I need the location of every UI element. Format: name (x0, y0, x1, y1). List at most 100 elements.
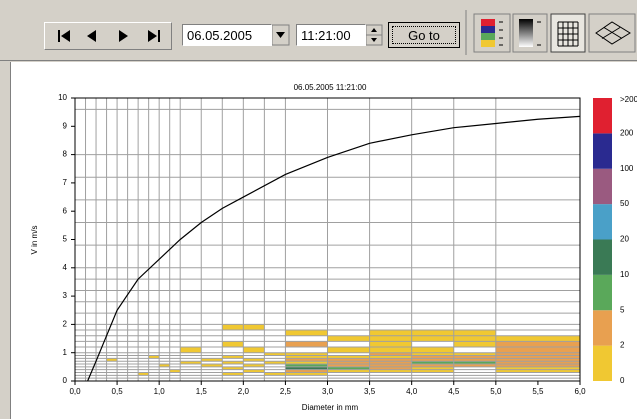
y-tick-label: 1 (63, 348, 68, 357)
x-tick-label: 5,5 (532, 387, 544, 396)
go-to-button[interactable]: Go to (388, 22, 460, 48)
y-tick-label: 8 (63, 150, 68, 159)
heatmap-cell (369, 341, 412, 348)
heatmap-cell (411, 369, 454, 373)
heatmap-cell (495, 335, 580, 342)
heatmap-cell (495, 361, 580, 365)
heatmap-cell (453, 335, 496, 342)
y-tick-label: 4 (63, 263, 68, 272)
grid-button[interactable] (550, 13, 586, 53)
heatmap-cell (495, 352, 580, 356)
legend-label: 200 (620, 128, 634, 137)
x-tick-label: 2,0 (238, 387, 250, 396)
heatmap-cell (495, 369, 580, 373)
heatmap-cell (243, 324, 265, 331)
first-button[interactable] (50, 25, 76, 47)
heatmap-cell (222, 361, 244, 365)
heatmap-cell (495, 341, 580, 348)
y-tick-label: 2 (63, 320, 68, 329)
heatmap-cell (285, 366, 328, 370)
x-tick-label: 4,5 (448, 387, 460, 396)
time-field[interactable]: 11:21:00 (296, 24, 366, 46)
heatmap-cell (327, 366, 370, 370)
heatmap-cell (369, 330, 412, 336)
heatmap-cell (243, 369, 265, 373)
x-tick-label: 1,0 (154, 387, 166, 396)
heatmap-cell (453, 361, 496, 365)
gray-scale-button[interactable] (512, 13, 548, 53)
heatmap-cell (243, 364, 265, 367)
heatmap-cell (411, 347, 454, 353)
heatmap-cell (285, 369, 328, 373)
heatmap-cell (369, 358, 412, 362)
heatmap-cell (148, 355, 160, 359)
color-scale-button[interactable] (473, 13, 511, 53)
x-tick-label: 1,5 (196, 387, 208, 396)
x-axis-label: Diameter in mm (302, 403, 359, 412)
y-tick-label: 6 (63, 206, 68, 215)
heatmap-cell (369, 369, 412, 373)
heatmap-cell (495, 355, 580, 359)
heatmap-cell (453, 352, 496, 356)
legend-label: 50 (620, 199, 629, 208)
heatmap-cell (495, 366, 580, 370)
heatmap-cell (201, 364, 223, 367)
heatmap-cell (369, 352, 412, 356)
heatmap-cell (411, 355, 454, 359)
date-dropdown[interactable] (271, 24, 290, 46)
heatmap-cell (222, 324, 244, 331)
heatmap-cell (222, 372, 244, 376)
heatmap-cell (453, 330, 496, 336)
last-button[interactable] (140, 25, 166, 47)
heatmap-cell (411, 335, 454, 342)
heatmap-cell (411, 352, 454, 356)
heatmap-cell (369, 361, 412, 365)
heatmap-cell (285, 355, 328, 359)
heatmap-cell (243, 347, 265, 353)
legend-band (593, 204, 612, 240)
heatmap-cell (327, 369, 370, 373)
heatmap-cell (369, 335, 412, 342)
prev-button[interactable] (80, 25, 106, 47)
time-spinner[interactable] (365, 24, 383, 46)
next-button[interactable] (110, 25, 136, 47)
heatmap-cell (222, 355, 244, 359)
heatmap-cell (285, 372, 328, 376)
y-tick-label: 3 (63, 291, 68, 300)
legend-band (593, 98, 612, 134)
heatmap-cell (369, 355, 412, 359)
heatmap-cell (106, 358, 118, 362)
heatmap-cell (327, 347, 370, 353)
legend-label: 20 (620, 235, 629, 244)
x-tick-label: 3,5 (364, 387, 376, 396)
x-tick-label: 0,5 (112, 387, 124, 396)
heatmap-cell (453, 358, 496, 362)
legend-label: 2 (620, 341, 625, 350)
y-tick-label: 10 (58, 93, 67, 102)
heatmap-cell (453, 341, 496, 348)
date-field[interactable]: 06.05.2005 (182, 24, 272, 46)
heatmap-cell (222, 366, 244, 370)
y-tick-label: 0 (63, 376, 68, 385)
x-tick-label: 2,5 (280, 387, 292, 396)
heatmap-cell (327, 335, 370, 342)
y-tick-label: 9 (63, 121, 68, 130)
heatmap-cell (264, 361, 286, 365)
heatmap-cell (285, 361, 328, 365)
y-tick-label: 5 (63, 235, 68, 244)
toolbar: 06.05.2005 11:21:00 Go to (0, 0, 637, 61)
heatmap-cell (264, 352, 286, 356)
heatmap-cell (138, 372, 149, 376)
legend-band (593, 239, 612, 275)
legend-band (593, 133, 612, 169)
heatmap-cell (285, 352, 328, 356)
heatmap-cell (411, 330, 454, 336)
heatmap-cell (453, 355, 496, 359)
legend-label: 0 (620, 376, 625, 385)
heatmap-cell (285, 358, 328, 362)
3d-view-button[interactable] (588, 13, 636, 53)
heatmap-cell (369, 364, 412, 367)
heatmap-cell (222, 341, 244, 348)
